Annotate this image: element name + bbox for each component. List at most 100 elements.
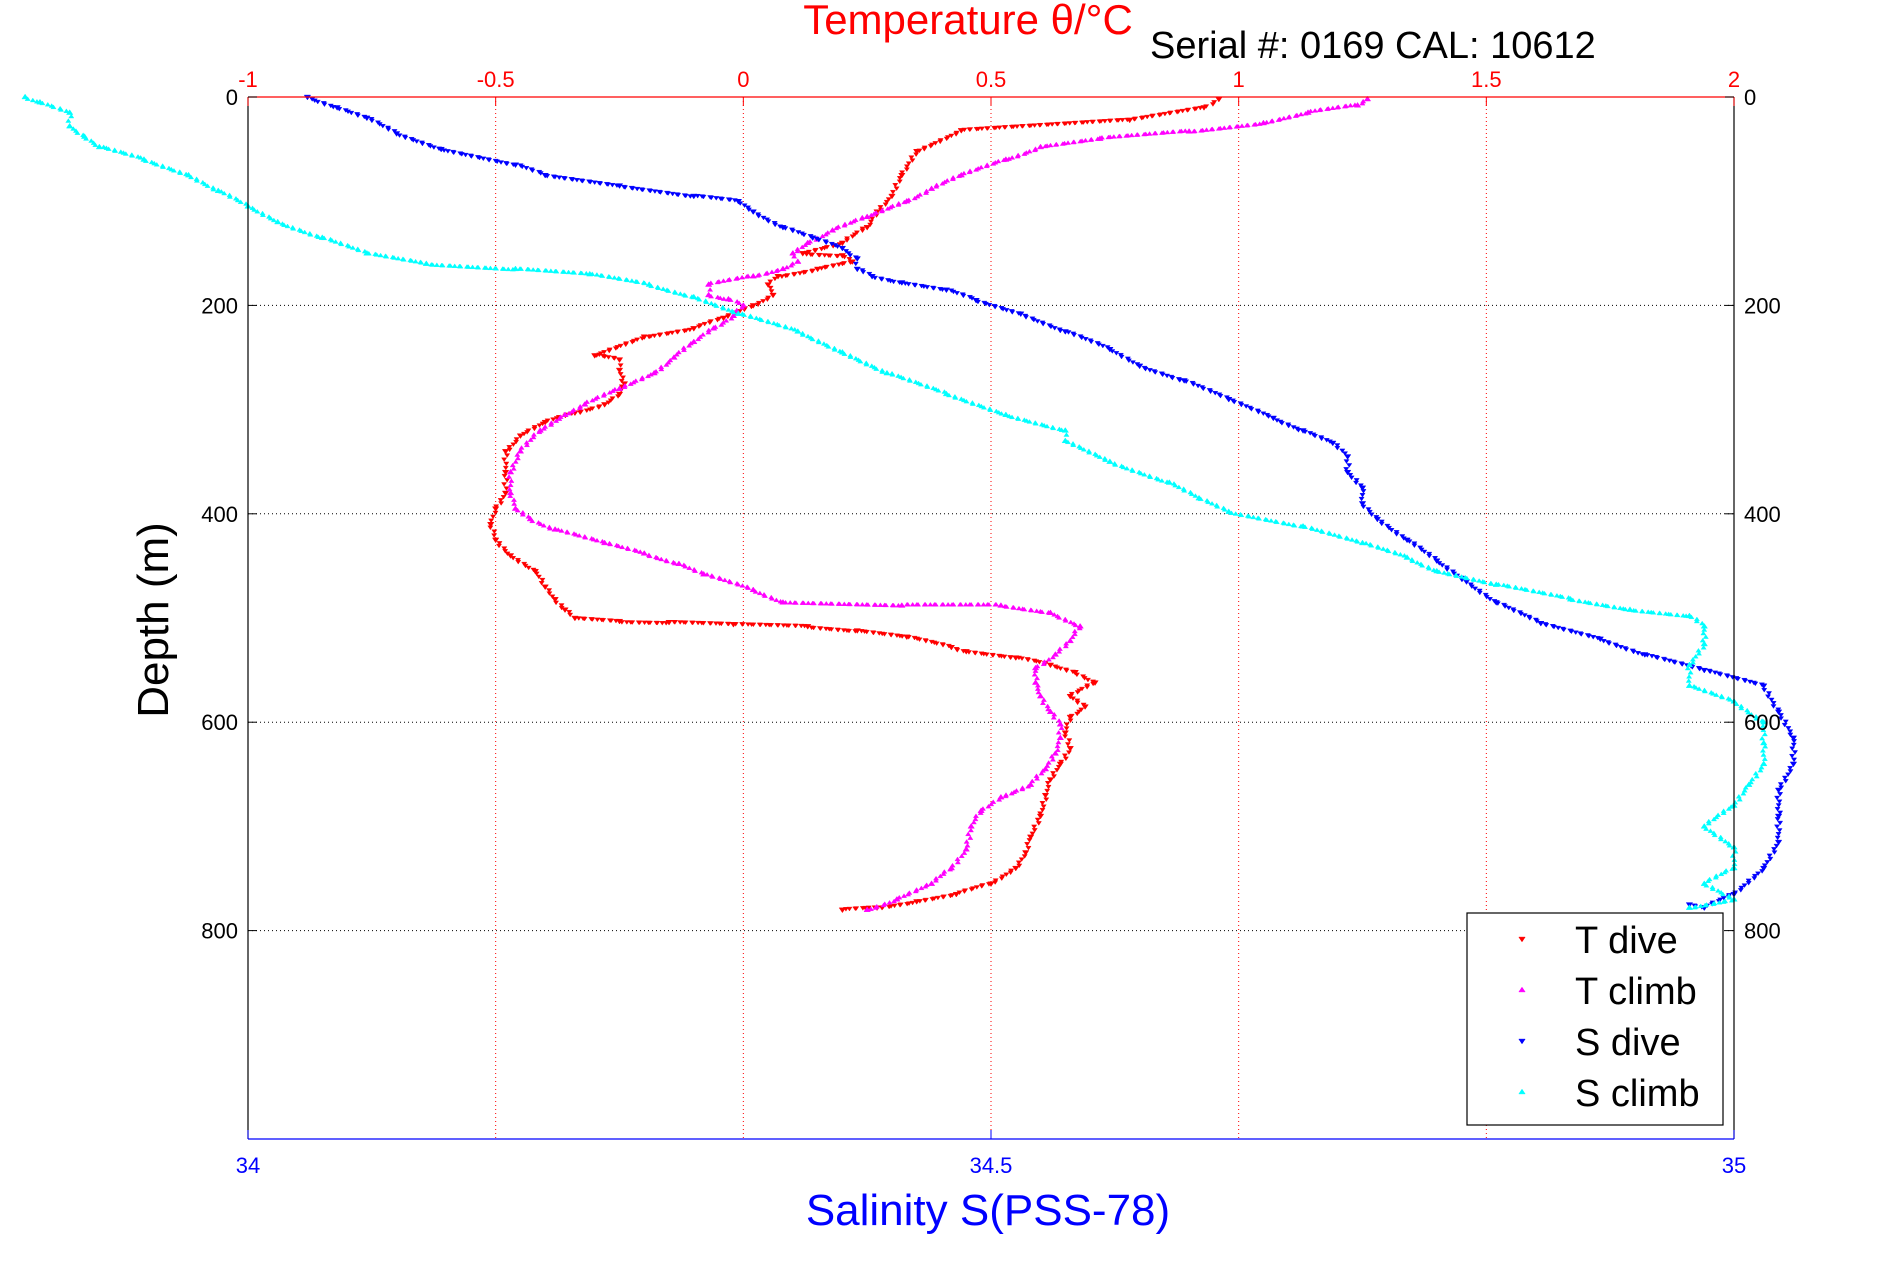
data-point	[663, 557, 670, 563]
data-point	[1785, 726, 1792, 731]
data-point	[863, 629, 870, 635]
data-point	[903, 164, 910, 169]
data-point	[940, 895, 947, 900]
data-point	[708, 293, 715, 299]
data-point	[969, 296, 975, 301]
data-point	[1343, 103, 1349, 108]
data-point	[503, 161, 510, 167]
data-point	[306, 230, 313, 236]
data-point	[617, 363, 624, 368]
data-point	[984, 126, 991, 131]
data-point	[718, 621, 725, 627]
depth-tick-label-left: 800	[201, 919, 238, 944]
data-point	[1777, 782, 1784, 787]
data-point	[1029, 831, 1036, 837]
data-point	[1078, 120, 1085, 126]
data-point	[615, 367, 624, 374]
data-point	[1054, 747, 1061, 753]
data-point	[628, 278, 635, 283]
data-point	[615, 275, 622, 281]
data-point	[927, 144, 934, 149]
data-point	[961, 127, 968, 133]
data-point	[974, 299, 981, 305]
data-point	[778, 274, 785, 280]
data-point	[1374, 544, 1381, 549]
data-point	[428, 262, 435, 267]
data-point	[665, 191, 672, 196]
data-point	[1070, 441, 1077, 446]
data-point	[1742, 785, 1749, 790]
data-point	[193, 176, 200, 181]
data-point	[817, 626, 824, 632]
data-point	[1044, 703, 1051, 709]
data-point	[413, 139, 420, 144]
data-point	[1035, 689, 1042, 695]
data-point	[1745, 881, 1752, 886]
data-point	[1062, 643, 1069, 649]
data-point	[1078, 335, 1085, 341]
data-point	[756, 590, 763, 596]
data-point	[1066, 750, 1072, 755]
data-point	[1045, 706, 1052, 712]
data-point	[705, 327, 712, 333]
data-point	[1349, 537, 1356, 542]
data-point	[770, 320, 777, 326]
data-point	[327, 236, 334, 242]
data-point	[1430, 567, 1437, 573]
data-point	[464, 264, 471, 269]
data-point	[1062, 756, 1069, 762]
data-point	[704, 571, 711, 577]
data-point	[933, 182, 940, 188]
data-point	[967, 827, 974, 833]
data-point	[846, 257, 853, 262]
data-point	[1764, 860, 1771, 865]
data-point	[1697, 903, 1704, 908]
data-point	[128, 152, 135, 157]
data-point	[165, 165, 172, 171]
data-point	[1689, 656, 1696, 662]
data-point	[1550, 624, 1557, 630]
data-point	[1131, 117, 1138, 122]
data-point	[681, 328, 688, 334]
data-point	[823, 600, 830, 606]
data-point	[908, 155, 915, 160]
data-point	[330, 105, 337, 110]
data-point	[530, 567, 537, 573]
data-point	[1051, 711, 1058, 717]
data-point	[510, 466, 517, 471]
data-point	[210, 185, 217, 190]
data-point	[1038, 421, 1045, 427]
data-point	[913, 887, 920, 892]
data-point	[1036, 660, 1043, 665]
data-point	[1146, 473, 1153, 478]
data-point	[1221, 125, 1228, 130]
data-point	[1203, 104, 1210, 109]
data-point	[1262, 516, 1269, 522]
data-point	[680, 562, 687, 567]
data-point	[1510, 608, 1517, 614]
data-point	[739, 622, 746, 627]
data-point	[1747, 779, 1754, 785]
data-point	[1195, 383, 1202, 389]
data-point	[1138, 116, 1145, 121]
data-point	[372, 251, 379, 257]
data-point	[517, 266, 523, 271]
data-point	[939, 287, 946, 293]
data-point	[1037, 811, 1044, 816]
data-point	[688, 294, 695, 299]
data-point	[481, 265, 488, 270]
data-point	[670, 559, 677, 565]
data-point	[1302, 524, 1309, 529]
data-point	[1055, 764, 1062, 770]
data-point	[1026, 838, 1033, 843]
data-point	[960, 293, 967, 299]
data-point	[658, 366, 665, 372]
data-point	[1056, 649, 1063, 654]
data-point	[1626, 606, 1634, 612]
data-point	[1758, 682, 1765, 688]
data-point	[1734, 677, 1741, 682]
data-point	[807, 234, 814, 239]
data-point	[775, 623, 782, 628]
data-point	[841, 221, 848, 227]
data-point	[1016, 863, 1023, 869]
